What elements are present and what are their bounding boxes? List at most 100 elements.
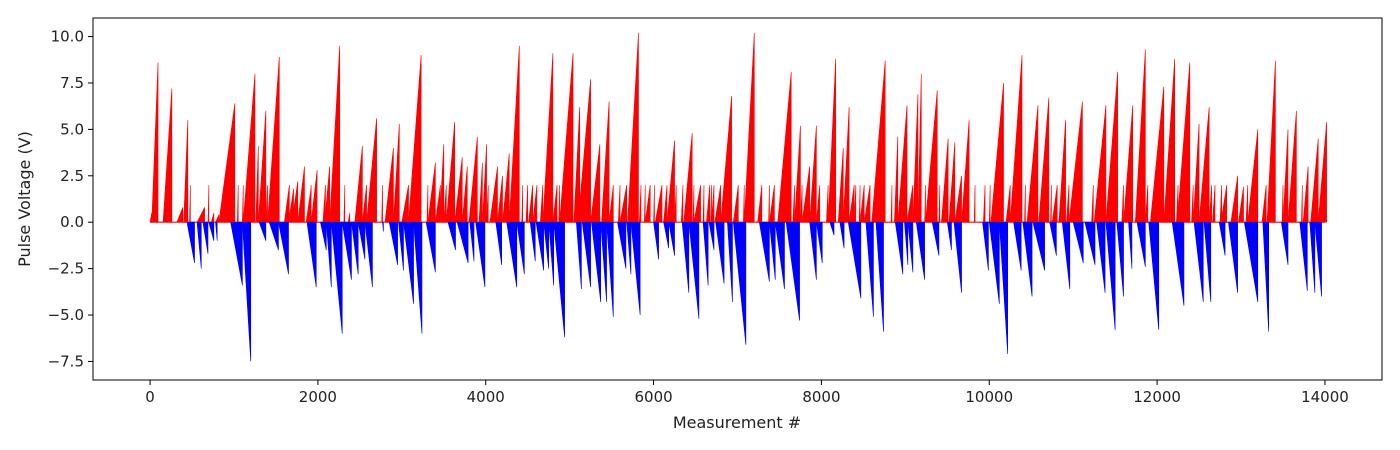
negative-pulse-ramp — [543, 221, 549, 269]
negative-pulse-ramp — [495, 221, 502, 265]
negative-pulse-ramp — [732, 221, 747, 345]
negative-pulse-ramp — [894, 221, 904, 275]
positive-pulse-ramp — [1026, 105, 1039, 223]
positive-pulse-ramp — [1163, 58, 1176, 223]
positive-pulse-ramp — [162, 88, 173, 223]
positive-pulse-ramp — [961, 120, 970, 223]
negative-pulse-ramp — [529, 221, 536, 262]
negative-pulse-ramp — [1136, 221, 1146, 267]
positive-pulse-ramp — [1191, 185, 1194, 223]
positive-pulse-ramp — [297, 166, 305, 223]
x-tick-label: 0 — [145, 388, 155, 406]
positive-pulse-ramp — [1238, 186, 1244, 223]
negative-pulse-ramp — [982, 221, 989, 271]
negative-pulse-ramp — [727, 221, 733, 303]
negative-pulse-ramp — [1049, 221, 1057, 256]
negative-pulse-ramp — [357, 221, 366, 260]
positive-pulse-ramp — [288, 188, 294, 223]
negative-pulse-ramp — [278, 221, 289, 275]
negative-pulse-ramp — [469, 221, 475, 262]
negative-pulse-ramp — [388, 221, 398, 265]
x-axis-label: Measurement # — [673, 413, 801, 432]
negative-pulse-ramp — [809, 221, 817, 280]
negative-pulse-ramp — [758, 221, 770, 282]
negative-pulse-ramp — [1218, 221, 1226, 256]
negative-pulse-ramp — [617, 221, 627, 269]
negative-pulse-ramp — [208, 221, 215, 241]
bars-layer — [149, 32, 1327, 362]
positive-pulse-ramp — [842, 107, 850, 223]
negative-pulse-ramp — [364, 221, 373, 288]
negative-pulse-ramp — [516, 221, 525, 275]
negative-pulse-ramp — [186, 221, 195, 264]
negative-pulse-ramp — [1032, 221, 1045, 271]
positive-pulse-ramp — [743, 32, 755, 223]
negative-pulse-ramp — [904, 221, 909, 265]
positive-pulse-ramp — [1123, 105, 1134, 223]
y-tick-label: 2.5 — [60, 167, 84, 185]
negative-pulse-ramp — [1128, 221, 1133, 269]
x-tick-label: 2000 — [299, 388, 337, 406]
positive-pulse-ramp — [265, 185, 268, 223]
negative-pulse-ramp — [591, 221, 602, 303]
negative-pulse-ramp — [1280, 221, 1289, 265]
positive-pulse-ramp — [1317, 121, 1327, 223]
x-tick-label: 8000 — [802, 388, 840, 406]
negative-pulse-ramp — [548, 221, 555, 286]
negative-pulse-ramp — [425, 221, 436, 273]
positive-pulse-ramp — [1287, 110, 1297, 223]
positive-pulse-ramp — [1212, 185, 1216, 223]
negative-pulse-ramp — [1148, 221, 1160, 330]
positive-pulse-ramp — [291, 181, 299, 223]
positive-pulse-ramp — [183, 120, 189, 223]
negative-pulse-ramp — [816, 221, 823, 264]
positive-pulse-ramp — [559, 53, 574, 223]
y-tick-label: −2.5 — [48, 260, 84, 278]
positive-pulse-ramp — [255, 146, 259, 223]
y-tick-label: −7.5 — [48, 352, 84, 370]
negative-pulse-ramp — [931, 221, 940, 256]
negative-pulse-ramp — [1084, 221, 1096, 265]
negative-pulse-ramp — [398, 221, 404, 271]
negative-pulse-ramp — [1299, 221, 1308, 291]
negative-pulse-ramp — [258, 221, 267, 241]
positive-pulse-ramp — [912, 94, 919, 223]
negative-pulse-ramp — [230, 221, 243, 286]
negative-pulse-ramp — [320, 221, 327, 251]
positive-pulse-ramp — [925, 90, 938, 223]
x-tick-label: 6000 — [634, 388, 672, 406]
negative-pulse-ramp — [1096, 221, 1106, 293]
negative-pulse-ramp — [506, 221, 518, 288]
negative-pulse-ramp — [946, 221, 952, 251]
positive-pulse-ramp — [801, 166, 810, 223]
positive-pulse-ramp — [674, 185, 677, 223]
positive-pulse-ramp — [644, 185, 646, 223]
negative-pulse-ramp — [839, 221, 845, 249]
negative-pulse-ramp — [581, 221, 591, 288]
negative-pulse-ramp — [999, 221, 1009, 355]
y-tick-label: −5.0 — [48, 306, 84, 324]
negative-pulse-ramp — [1193, 221, 1204, 303]
negative-pulse-ramp — [535, 221, 544, 271]
negative-pulse-ramp — [196, 221, 202, 269]
positive-pulse-ramp — [489, 166, 498, 223]
negative-pulse-ramp — [1203, 221, 1212, 303]
positive-pulse-ramp — [381, 185, 383, 223]
negative-pulse-ramp — [915, 221, 925, 280]
y-tick-label: 5.0 — [60, 120, 84, 138]
negative-pulse-ramp — [626, 221, 632, 275]
positive-pulse-ramp — [644, 185, 651, 223]
negative-pulse-ramp — [653, 221, 659, 260]
negative-pulse-ramp — [456, 221, 469, 264]
positive-pulse-ramp — [800, 185, 803, 223]
negative-pulse-ramp — [330, 221, 343, 334]
negative-pulse-ramp — [1013, 221, 1022, 271]
positive-pulse-ramp — [973, 185, 976, 223]
negative-pulse-ramp — [382, 221, 384, 232]
negative-pulse-ramp — [708, 221, 715, 251]
negative-pulse-ramp — [829, 221, 835, 236]
y-tick-label: 7.5 — [60, 74, 84, 92]
positive-pulse-ramp — [486, 185, 489, 223]
positive-pulse-ramp — [176, 207, 184, 223]
